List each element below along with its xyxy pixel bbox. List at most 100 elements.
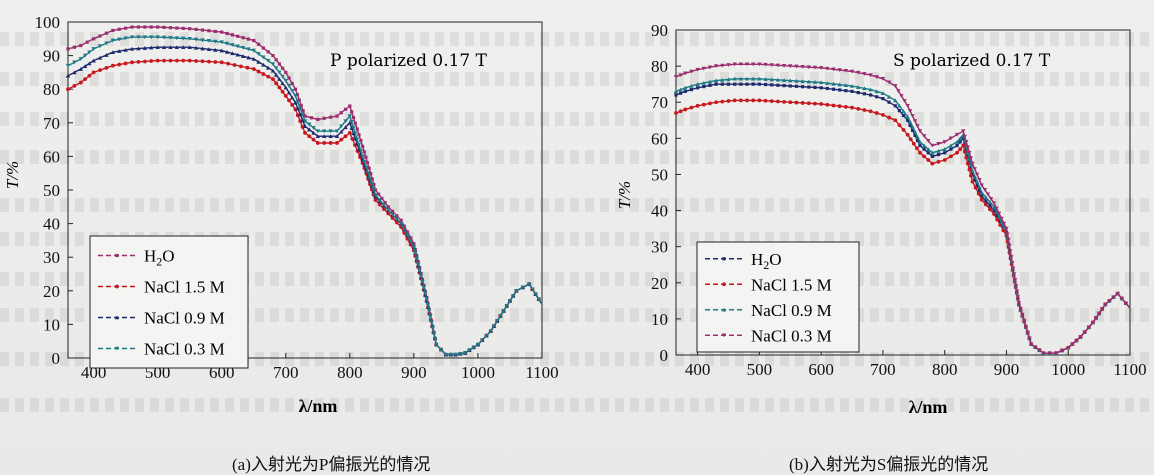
y-tick-label: 70: [43, 114, 60, 133]
data-point: [902, 114, 905, 117]
x-tick-label: 1000: [461, 363, 495, 382]
data-point: [937, 160, 941, 164]
data-point: [909, 137, 913, 141]
data-point: [278, 62, 281, 65]
data-point: [971, 180, 975, 184]
y-tick-label: 20: [651, 274, 668, 293]
data-point: [149, 59, 153, 63]
data-point: [207, 29, 210, 32]
data-point: [807, 101, 811, 105]
y-tick-label: 80: [43, 80, 60, 99]
legend-label: NaCl 0.9 M: [751, 301, 832, 320]
data-point: [357, 133, 360, 136]
data-point: [795, 101, 799, 105]
data-point: [696, 86, 699, 89]
data-point: [720, 100, 724, 104]
data-point: [788, 100, 792, 104]
chart-annotation: P polarized 0.17 T: [330, 51, 488, 71]
data-point: [801, 101, 805, 105]
data-point: [391, 210, 394, 213]
data-point: [261, 72, 265, 76]
data-point: [959, 140, 962, 143]
data-point: [963, 150, 967, 154]
data-point: [764, 83, 767, 86]
data-point: [869, 109, 873, 113]
data-point: [262, 46, 265, 49]
data-point: [66, 47, 69, 50]
y-axis-label: T/%: [3, 161, 22, 189]
y-tick-label: 60: [651, 129, 668, 148]
data-point: [910, 114, 914, 118]
data-point: [739, 83, 742, 86]
data-point: [844, 105, 848, 109]
data-point: [335, 141, 339, 145]
data-point: [826, 87, 829, 90]
data-point: [696, 104, 700, 108]
y-tick-label: 100: [35, 13, 61, 32]
data-point: [881, 113, 885, 117]
data-point: [367, 167, 370, 170]
y-tick-label: 50: [651, 165, 668, 184]
data-point: [813, 102, 817, 106]
data-point: [303, 131, 307, 135]
caption-chart-b: (b)入射光为S偏振光的情况: [789, 450, 988, 475]
y-tick-label: 90: [43, 47, 60, 66]
x-tick-label: 700: [273, 363, 299, 382]
data-point: [156, 59, 160, 63]
data-point: [87, 74, 91, 78]
y-axis-label: T/%: [615, 181, 634, 209]
data-point: [751, 99, 755, 103]
data-point: [350, 110, 353, 113]
data-point: [290, 103, 294, 107]
y-tick-label: 90: [651, 21, 668, 40]
data-point: [291, 82, 294, 85]
x-tick-label: 1100: [1113, 360, 1146, 379]
data-point: [844, 89, 847, 92]
data-point: [79, 44, 82, 47]
data-point: [906, 133, 910, 137]
data-point: [875, 111, 879, 115]
data-point: [789, 84, 792, 87]
data-point: [974, 186, 978, 190]
data-point: [937, 153, 940, 156]
data-point: [247, 37, 250, 40]
data-point: [708, 102, 712, 106]
data-point: [915, 146, 919, 150]
data-point: [905, 104, 909, 108]
data-point: [722, 282, 726, 286]
y-tick-label: 40: [43, 215, 60, 234]
data-point: [340, 111, 343, 114]
data-point: [162, 26, 165, 29]
data-point: [175, 26, 178, 29]
data-point: [310, 116, 313, 119]
data-point: [271, 77, 275, 81]
data-point: [182, 27, 185, 30]
data-point: [366, 161, 369, 164]
data-point: [838, 88, 841, 91]
data-point: [201, 28, 204, 31]
data-point: [807, 85, 810, 88]
x-tick-label: 1100: [525, 363, 558, 382]
data-point: [980, 198, 984, 202]
data-point: [275, 58, 278, 61]
data-point: [714, 100, 718, 104]
data-point: [257, 43, 260, 46]
y-tick-label: 10: [651, 310, 668, 329]
data-point: [271, 54, 274, 57]
data-point: [893, 118, 897, 122]
y-tick-label: 40: [651, 202, 668, 221]
y-tick-label: 30: [43, 248, 60, 267]
data-point: [130, 60, 134, 64]
data-point: [188, 27, 191, 30]
y-tick-label: 0: [660, 346, 669, 365]
data-point: [335, 114, 338, 117]
chart-annotation: S polarized 0.17 T: [893, 51, 1051, 71]
x-axis-label: λ/nm: [909, 397, 948, 417]
data-point: [364, 156, 367, 159]
data-point: [850, 90, 853, 93]
data-point: [316, 118, 319, 121]
data-point: [943, 151, 946, 154]
data-point: [111, 64, 115, 68]
data-point: [143, 25, 146, 28]
data-point: [233, 63, 237, 67]
